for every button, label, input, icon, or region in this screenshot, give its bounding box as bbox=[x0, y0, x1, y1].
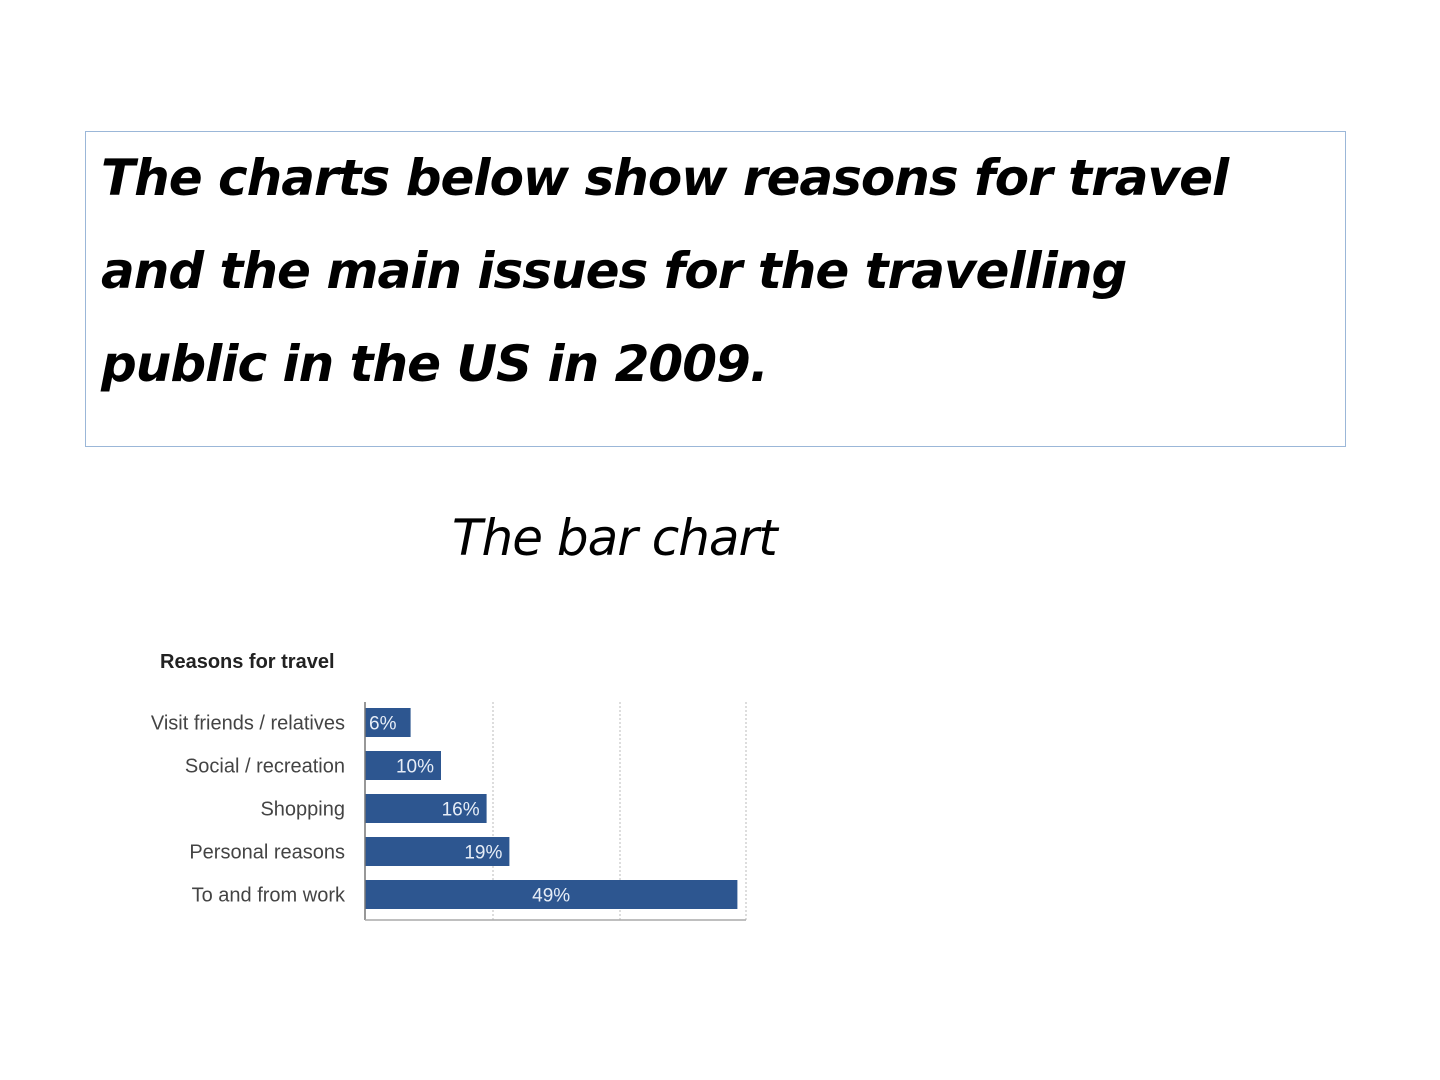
category-label: Visit friends / relatives bbox=[151, 713, 345, 735]
section-title: The bar chart bbox=[452, 509, 778, 567]
bar bbox=[365, 708, 411, 737]
prompt-line-2: and the main issues for the travelling bbox=[101, 242, 1127, 300]
prompt-line-1: The charts below show reasons for travel bbox=[101, 149, 1229, 207]
bar bbox=[365, 794, 487, 823]
chart-title: Reasons for travel bbox=[160, 651, 335, 673]
chart-category-labels: Visit friends / relatives Social / recrea… bbox=[151, 713, 346, 907]
prompt-line-3: public in the US in 2009. bbox=[101, 335, 769, 393]
category-label: Shopping bbox=[260, 799, 345, 821]
bar-chart-svg: Reasons for travel 6% 10% 16% 19% 49% Visit … bbox=[151, 651, 747, 921]
category-label: To and from work bbox=[192, 885, 346, 907]
bar-data-label: 16% bbox=[442, 800, 480, 821]
bar-chart: Reasons for travel 6% 10% 16% 19% 49% Visit … bbox=[90, 640, 760, 940]
bar-data-label: 6% bbox=[369, 714, 397, 735]
bar bbox=[365, 751, 441, 780]
category-label: Personal reasons bbox=[189, 842, 345, 864]
bar-data-label: 19% bbox=[464, 843, 502, 864]
chart-bars: 6% 10% 16% 19% 49% bbox=[365, 708, 738, 909]
bar-data-label: 10% bbox=[396, 757, 434, 778]
bar-data-label: 49% bbox=[532, 886, 570, 907]
bar bbox=[365, 837, 510, 866]
category-label: Social / recreation bbox=[185, 756, 345, 778]
prompt-box: The charts below show reasons for travel… bbox=[85, 131, 1346, 447]
bar bbox=[365, 880, 738, 909]
